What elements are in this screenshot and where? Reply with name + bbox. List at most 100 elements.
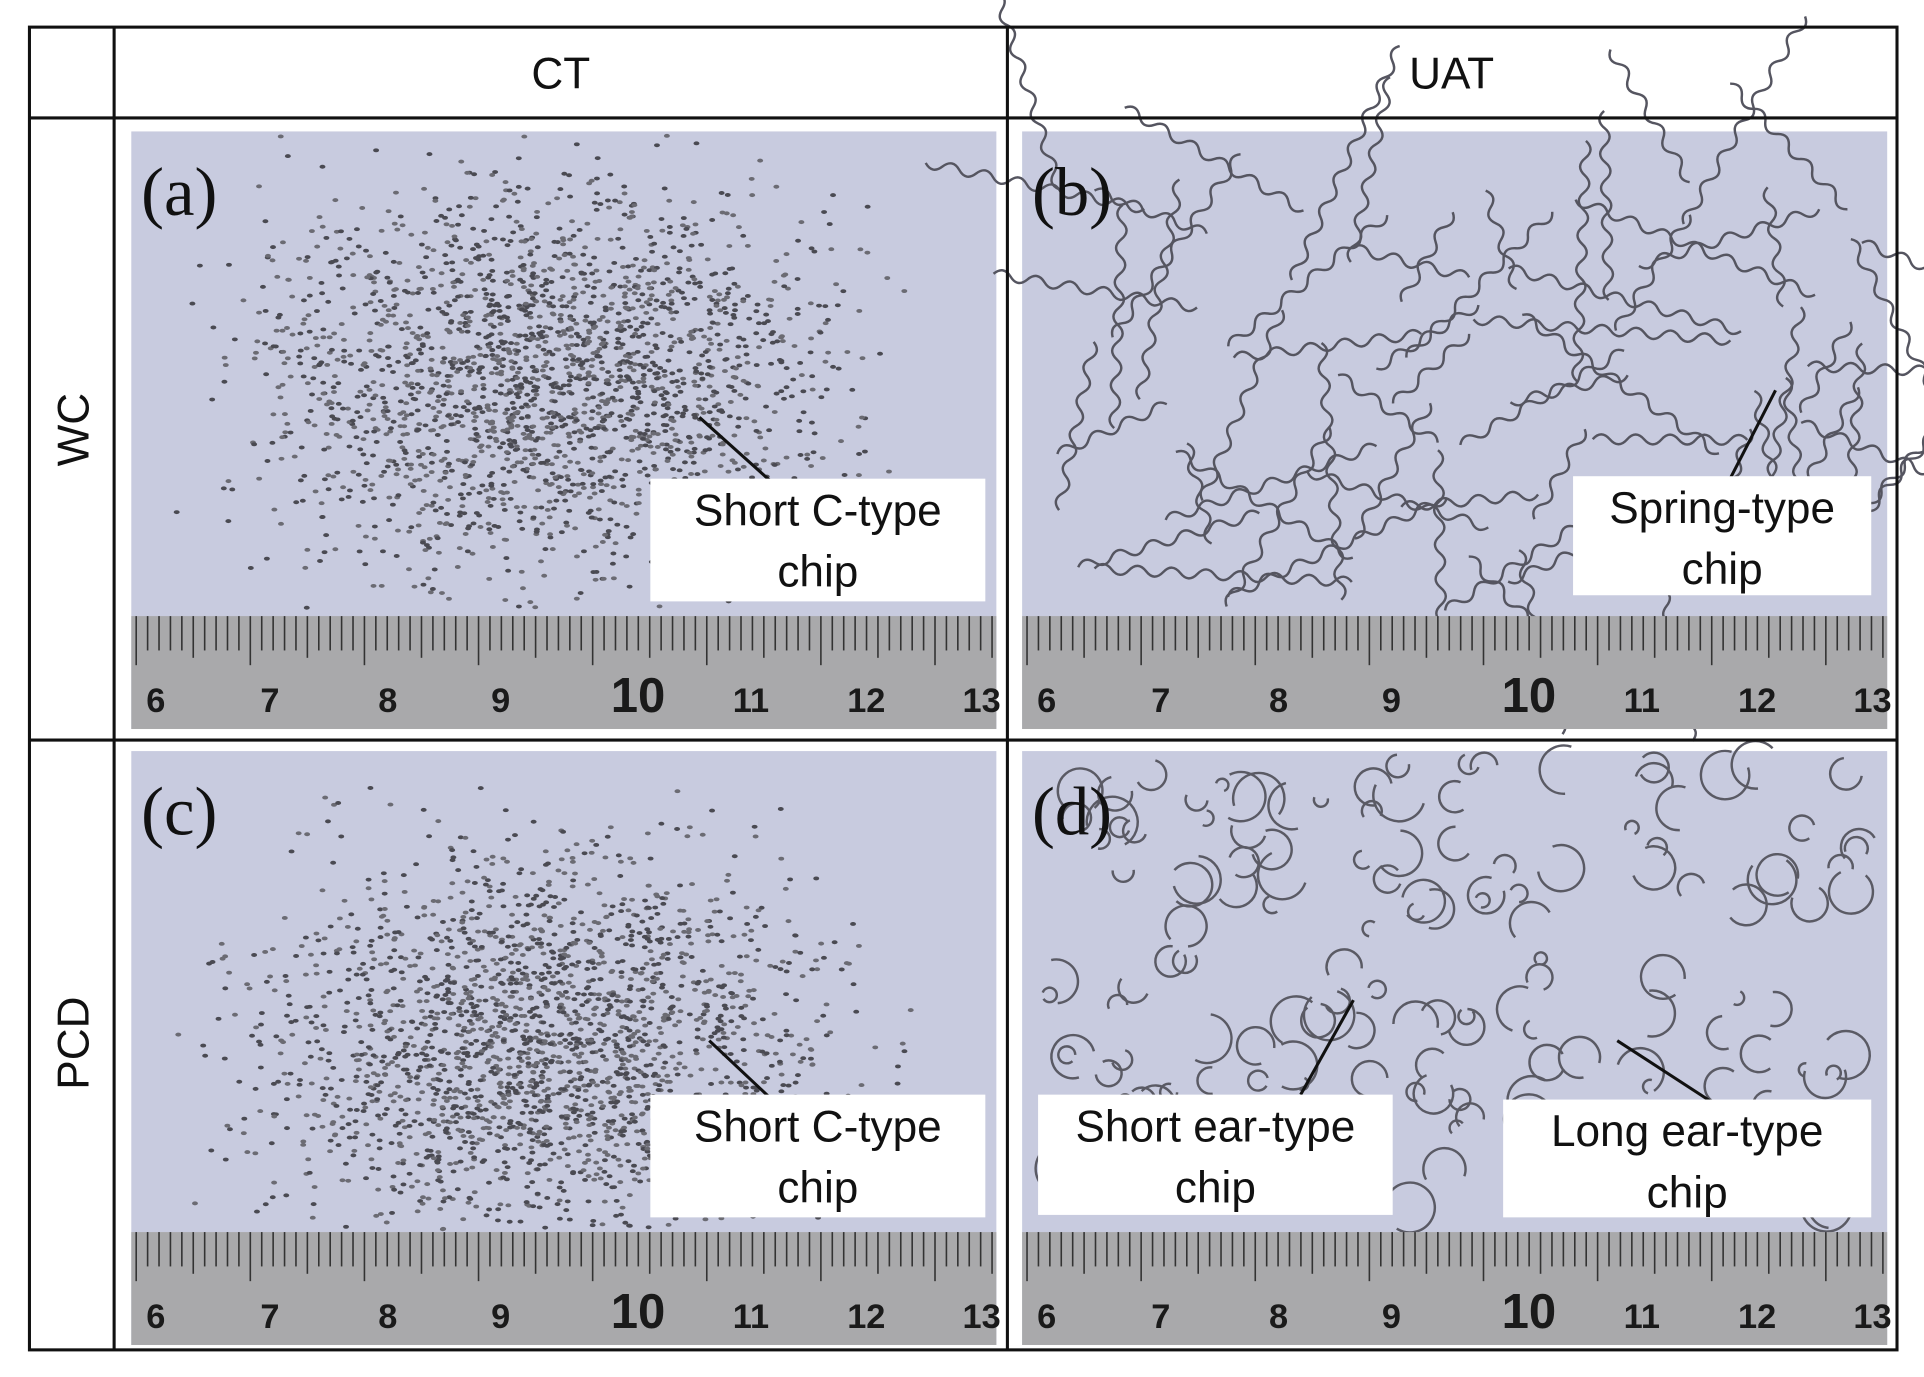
chip [640, 373, 647, 377]
chip [580, 290, 587, 295]
chip [345, 1178, 352, 1183]
ruler [131, 616, 997, 729]
chip [413, 1052, 420, 1057]
chip [1337, 373, 1439, 443]
chip [616, 200, 623, 205]
chip [601, 1169, 608, 1174]
chip [702, 448, 709, 453]
chip [681, 921, 688, 926]
chip [382, 1018, 389, 1023]
chip [254, 339, 261, 344]
chip [503, 556, 510, 561]
chip [1135, 178, 1182, 401]
chip [631, 1119, 638, 1124]
chip [455, 458, 462, 462]
chip [408, 412, 415, 417]
chip [463, 1167, 470, 1172]
chip [445, 379, 451, 383]
column-header: UAT [1409, 49, 1494, 98]
chip [338, 834, 345, 839]
chip [541, 985, 548, 990]
chip [507, 1125, 514, 1130]
chip [596, 891, 603, 896]
chip [339, 1178, 346, 1183]
chip [676, 1061, 683, 1066]
chip [549, 267, 555, 272]
chip [640, 376, 647, 381]
chip [655, 962, 662, 966]
chip [1790, 886, 1829, 923]
leader-line [1616, 1039, 1713, 1104]
chip [534, 385, 541, 390]
chip [644, 1106, 651, 1111]
chip [477, 1078, 484, 1083]
chip [705, 933, 711, 938]
chip [794, 1073, 801, 1078]
chip [491, 523, 498, 528]
panel-label: (c) [141, 774, 217, 850]
chip [376, 1089, 383, 1094]
chip [407, 313, 413, 318]
chip [510, 406, 517, 411]
chip [313, 963, 320, 968]
chip [378, 1080, 385, 1085]
chip [617, 385, 624, 390]
chip [508, 341, 515, 346]
chip [518, 997, 525, 1002]
chip [637, 431, 644, 436]
chip [518, 1014, 525, 1018]
chip [623, 435, 630, 440]
chip [504, 319, 511, 323]
chip [743, 1085, 749, 1090]
chip [501, 989, 508, 994]
chip [490, 425, 497, 430]
chip [387, 802, 394, 807]
chip [488, 1069, 495, 1074]
chip [567, 237, 574, 242]
chip [504, 243, 511, 248]
chip [488, 257, 495, 262]
chip [505, 1203, 512, 1208]
chip [390, 259, 397, 264]
chip [495, 972, 502, 977]
chip [471, 419, 478, 423]
chip [404, 363, 411, 368]
chip [772, 965, 779, 970]
chip [560, 242, 567, 247]
chip [685, 930, 692, 935]
chip [596, 992, 602, 997]
chip [1224, 427, 1332, 607]
chip [402, 1112, 409, 1117]
chip [562, 498, 569, 503]
chip [416, 979, 423, 984]
chip [724, 878, 730, 883]
chip [278, 521, 284, 526]
chip [481, 1158, 488, 1163]
chip [658, 393, 665, 398]
chip [334, 417, 341, 422]
chip [434, 1088, 441, 1092]
chip [667, 445, 674, 449]
chip [744, 360, 751, 365]
chip [347, 488, 353, 493]
chip [173, 510, 180, 515]
chip [391, 287, 398, 292]
chip [438, 939, 445, 944]
chip [491, 236, 498, 241]
chip [604, 1011, 611, 1016]
chip [549, 425, 556, 430]
chip [857, 247, 864, 252]
chip [473, 864, 480, 869]
chip [666, 1079, 673, 1084]
chip [586, 262, 593, 267]
chip [575, 1037, 582, 1042]
chip [765, 319, 771, 324]
chip [547, 894, 554, 899]
chip [522, 1041, 529, 1046]
chip [673, 379, 680, 384]
chip [791, 344, 798, 348]
chip [333, 1103, 340, 1108]
chip [660, 1018, 667, 1023]
chip [430, 899, 437, 903]
chip [450, 356, 457, 361]
